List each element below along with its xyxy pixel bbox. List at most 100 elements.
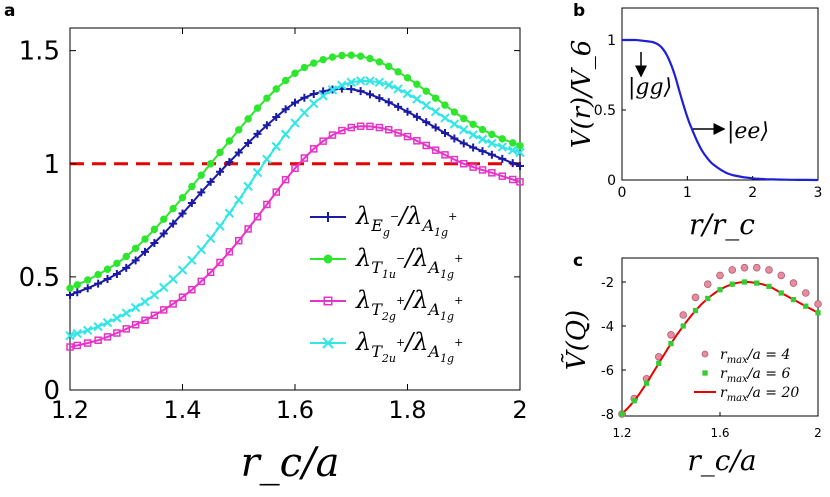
data-point bbox=[729, 281, 735, 287]
x-tick-label: 1.6 bbox=[710, 426, 729, 440]
data-point bbox=[803, 303, 809, 309]
data-point bbox=[488, 169, 496, 177]
data-point bbox=[440, 113, 450, 123]
series-line bbox=[69, 125, 521, 348]
data-point bbox=[310, 145, 318, 153]
data-point bbox=[206, 177, 215, 186]
data-point bbox=[196, 245, 206, 255]
data-point bbox=[178, 193, 187, 202]
data-point bbox=[815, 310, 821, 316]
data-point bbox=[244, 139, 253, 148]
data-point bbox=[497, 142, 507, 152]
data-point bbox=[103, 333, 112, 341]
y-tick-label: 0.5 bbox=[594, 103, 616, 119]
data-point bbox=[122, 263, 131, 272]
data-point bbox=[703, 280, 712, 289]
panel-b: 0 1 2 3 0 0.5 1 r/r_c V(r)/V_6 |gg⟩ |ee⟩ bbox=[567, 7, 822, 241]
x-tick-label: 1.8 bbox=[388, 396, 426, 424]
legend-swatch-marker bbox=[701, 350, 709, 358]
panel-a-legend: λEg−/λA1g+ λT1u−/λA1g+ λT2g+/λA1g+ λT2u+/λA… bbox=[310, 202, 463, 365]
data-point bbox=[498, 172, 507, 180]
data-point bbox=[150, 238, 159, 247]
data-point bbox=[778, 290, 784, 296]
data-point bbox=[328, 131, 337, 139]
panel-b-series bbox=[622, 38, 818, 182]
data-point bbox=[225, 137, 234, 145]
data-point bbox=[73, 281, 81, 289]
data-point bbox=[643, 380, 650, 386]
data-point bbox=[300, 63, 309, 72]
data-point bbox=[300, 93, 309, 102]
x-tick-label: 0 bbox=[618, 185, 627, 201]
data-point bbox=[498, 135, 506, 143]
data-point bbox=[478, 166, 487, 174]
data-point bbox=[253, 129, 262, 138]
x-tick-label: 2 bbox=[512, 396, 527, 424]
y-tick-label: 0 bbox=[607, 173, 616, 189]
data-point bbox=[459, 139, 468, 148]
y-tick-label: 0.5 bbox=[19, 263, 60, 293]
data-point bbox=[281, 105, 290, 114]
panel-label-b: b bbox=[573, 1, 585, 21]
data-point bbox=[299, 108, 310, 118]
data-point bbox=[169, 219, 178, 228]
data-point bbox=[216, 167, 224, 176]
data-point bbox=[752, 263, 761, 272]
data-point bbox=[728, 266, 737, 274]
panel-label-a: a bbox=[4, 1, 15, 21]
data-point bbox=[477, 134, 488, 145]
data-point bbox=[422, 87, 430, 95]
data-point bbox=[235, 126, 243, 134]
data-point bbox=[487, 138, 497, 149]
data-point bbox=[272, 112, 281, 121]
data-point bbox=[73, 288, 82, 297]
y-tick-label: 1.5 bbox=[19, 37, 60, 67]
legend-label: rmax/a = 20 bbox=[720, 385, 799, 404]
data-point bbox=[252, 167, 263, 178]
panel-b-y-axis-label: V(r)/V_6 bbox=[567, 40, 597, 149]
data-point bbox=[197, 277, 205, 286]
legend-entry: λEg−/λA1g+ bbox=[310, 202, 457, 239]
data-point bbox=[93, 321, 103, 332]
data-point bbox=[394, 129, 402, 137]
data-point bbox=[243, 181, 253, 192]
data-point bbox=[716, 271, 724, 280]
data-point bbox=[188, 285, 196, 294]
data-point bbox=[121, 308, 131, 318]
data-point bbox=[631, 398, 637, 404]
data-point bbox=[508, 175, 517, 184]
data-point bbox=[319, 55, 327, 64]
legend-swatch-marker bbox=[323, 296, 333, 306]
data-point bbox=[422, 141, 430, 150]
y-tick-label: -4 bbox=[601, 320, 614, 335]
data-point bbox=[197, 188, 206, 197]
data-point bbox=[679, 311, 688, 319]
data-point bbox=[149, 290, 160, 300]
x-tick-label: 1.2 bbox=[612, 426, 631, 440]
data-point bbox=[777, 271, 786, 280]
data-point bbox=[740, 263, 749, 272]
data-point bbox=[94, 336, 102, 344]
legend-label: λEg−/λA1g+ bbox=[355, 202, 457, 239]
data-point bbox=[765, 266, 773, 274]
data-point bbox=[131, 256, 140, 265]
x-tick-label: 1.4 bbox=[163, 396, 201, 424]
data-point bbox=[281, 76, 290, 85]
data-point bbox=[263, 94, 271, 102]
data-point bbox=[131, 320, 140, 329]
data-point bbox=[338, 51, 346, 60]
data-point bbox=[469, 163, 477, 171]
data-point bbox=[309, 98, 319, 109]
legend-entry: rmax/a = 4 bbox=[701, 347, 790, 366]
data-point bbox=[450, 155, 459, 164]
data-point bbox=[141, 316, 149, 325]
data-point bbox=[141, 247, 149, 256]
series-line bbox=[69, 87, 521, 296]
panel-c-series bbox=[618, 263, 822, 418]
legend-label: λT1u−/λA1g+ bbox=[355, 244, 463, 281]
data-point bbox=[187, 255, 197, 265]
data-point bbox=[262, 154, 272, 164]
data-point bbox=[197, 171, 205, 179]
data-point bbox=[178, 293, 187, 301]
